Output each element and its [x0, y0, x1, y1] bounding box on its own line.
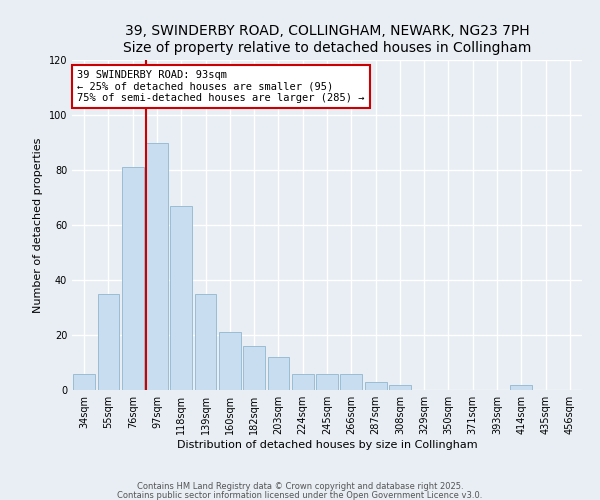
- Bar: [243, 346, 265, 390]
- Title: 39, SWINDERBY ROAD, COLLINGHAM, NEWARK, NG23 7PH
Size of property relative to de: 39, SWINDERBY ROAD, COLLINGHAM, NEWARK, …: [123, 24, 531, 54]
- Bar: [122, 167, 143, 390]
- Bar: [389, 384, 411, 390]
- Bar: [340, 374, 362, 390]
- Bar: [365, 382, 386, 390]
- Bar: [316, 374, 338, 390]
- Text: Contains HM Land Registry data © Crown copyright and database right 2025.: Contains HM Land Registry data © Crown c…: [137, 482, 463, 491]
- Bar: [268, 357, 289, 390]
- Bar: [194, 294, 217, 390]
- Bar: [292, 374, 314, 390]
- Bar: [170, 206, 192, 390]
- Text: 39 SWINDERBY ROAD: 93sqm
← 25% of detached houses are smaller (95)
75% of semi-d: 39 SWINDERBY ROAD: 93sqm ← 25% of detach…: [77, 70, 365, 103]
- Bar: [97, 294, 119, 390]
- Y-axis label: Number of detached properties: Number of detached properties: [33, 138, 43, 312]
- Bar: [146, 142, 168, 390]
- X-axis label: Distribution of detached houses by size in Collingham: Distribution of detached houses by size …: [176, 440, 478, 450]
- Bar: [73, 374, 95, 390]
- Bar: [219, 332, 241, 390]
- Text: Contains public sector information licensed under the Open Government Licence v3: Contains public sector information licen…: [118, 490, 482, 500]
- Bar: [511, 384, 532, 390]
